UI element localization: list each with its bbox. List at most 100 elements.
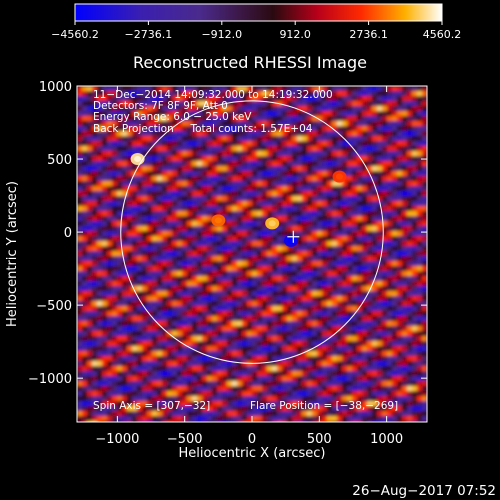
heatmap-cell	[382, 281, 388, 287]
heatmap-cell	[102, 206, 108, 212]
heatmap-cell	[92, 261, 98, 267]
heatmap-cell	[92, 116, 98, 122]
heatmap-cell	[162, 271, 168, 277]
heatmap-cell	[142, 91, 148, 97]
heatmap-cell	[372, 211, 378, 217]
heatmap-cell	[402, 191, 408, 197]
heatmap-cell	[172, 196, 178, 202]
heatmap-cell	[162, 116, 168, 122]
heatmap-cell	[152, 146, 158, 152]
heatmap-cell	[422, 391, 427, 397]
heatmap-cell	[187, 311, 193, 317]
heatmap-cell	[192, 171, 198, 177]
heatmap-cell	[307, 241, 313, 247]
heatmap-cell	[292, 181, 298, 187]
heatmap-cell	[367, 201, 373, 207]
heatmap-cell	[287, 336, 293, 342]
heatmap-cell	[382, 316, 388, 322]
heatmap-cell	[147, 136, 153, 142]
heatmap-cell	[387, 136, 393, 142]
heatmap-cell	[172, 181, 178, 187]
heatmap-cell	[272, 121, 278, 127]
heatmap-cell	[357, 216, 363, 222]
heatmap-cell	[412, 156, 418, 162]
heatmap-cell	[217, 306, 223, 312]
heatmap-cell	[357, 161, 363, 167]
heatmap-cell	[357, 281, 363, 287]
heatmap-cell	[332, 281, 338, 287]
heatmap-cell	[207, 326, 213, 332]
heatmap-cell	[242, 101, 248, 107]
heatmap-cell	[102, 301, 108, 307]
heatmap-cell	[267, 206, 273, 212]
heatmap-cell	[117, 306, 123, 312]
heatmap-cell	[132, 91, 138, 97]
heatmap-cell	[307, 311, 313, 317]
heatmap-cell	[302, 221, 308, 227]
heatmap-cell	[112, 186, 118, 192]
heatmap-cell	[92, 151, 98, 157]
heatmap-cell	[137, 376, 143, 382]
heatmap-cell	[247, 176, 253, 182]
heatmap-cell	[202, 121, 208, 127]
heatmap-cell	[252, 141, 258, 147]
heatmap-cell	[97, 296, 103, 302]
heatmap-cell	[197, 381, 203, 387]
heatmap-cell	[187, 346, 193, 352]
heatmap-cell	[147, 396, 153, 402]
heatmap-cell	[422, 301, 427, 307]
heatmap-cells	[77, 86, 427, 422]
heatmap-cell	[87, 236, 93, 242]
heatmap-cell	[407, 166, 413, 172]
heatmap-cell	[157, 251, 163, 257]
heatmap-cell	[347, 351, 353, 357]
heatmap-cell	[382, 416, 388, 422]
heatmap-cell	[117, 171, 123, 177]
heatmap-cell	[207, 356, 213, 362]
heatmap-cell	[172, 341, 178, 347]
heatmap-cell	[242, 86, 248, 92]
heatmap-cell	[147, 166, 153, 172]
heatmap-cell	[187, 406, 193, 412]
heatmap-cell	[157, 306, 163, 312]
heatmap-cell	[397, 396, 403, 402]
heatmap-cell	[347, 201, 353, 207]
heatmap-cell	[162, 231, 168, 237]
heatmap-cell	[207, 206, 213, 212]
heatmap-cell	[142, 86, 148, 92]
heatmap-cell	[267, 376, 273, 382]
heatmap-cell	[397, 361, 403, 367]
heatmap-cell	[102, 146, 108, 152]
heatmap-cell	[112, 306, 118, 312]
heatmap-cell	[252, 121, 258, 127]
heatmap-cell	[142, 121, 148, 127]
heatmap-cell	[357, 241, 363, 247]
heatmap-cell	[322, 251, 328, 257]
heatmap-cell	[322, 161, 328, 167]
heatmap-cell	[132, 316, 138, 322]
heatmap-cell	[102, 286, 108, 292]
heatmap-cell	[292, 231, 298, 237]
y-tick-label: −1000	[28, 372, 72, 387]
heatmap-cell	[402, 186, 408, 192]
heatmap-cell	[222, 396, 228, 402]
heatmap-cell	[302, 136, 308, 142]
heatmap-cell	[322, 216, 328, 222]
heatmap-cell	[262, 96, 268, 102]
heatmap-cell	[347, 391, 353, 397]
heatmap-cell	[297, 391, 303, 397]
heatmap-cell	[147, 276, 153, 282]
heatmap-cell	[387, 361, 393, 367]
heatmap-cell	[192, 401, 198, 407]
heatmap-cell	[242, 366, 248, 372]
heatmap-cell	[232, 111, 238, 117]
heatmap-cell	[332, 156, 338, 162]
heatmap-cell	[217, 86, 223, 92]
heatmap-cell	[117, 291, 123, 297]
heatmap-cell	[312, 276, 318, 282]
heatmap-cell	[292, 161, 298, 167]
heatmap-cell	[277, 316, 283, 322]
heatmap-cell	[127, 336, 133, 342]
heatmap-cell	[242, 126, 248, 132]
heatmap-cell	[367, 126, 373, 132]
